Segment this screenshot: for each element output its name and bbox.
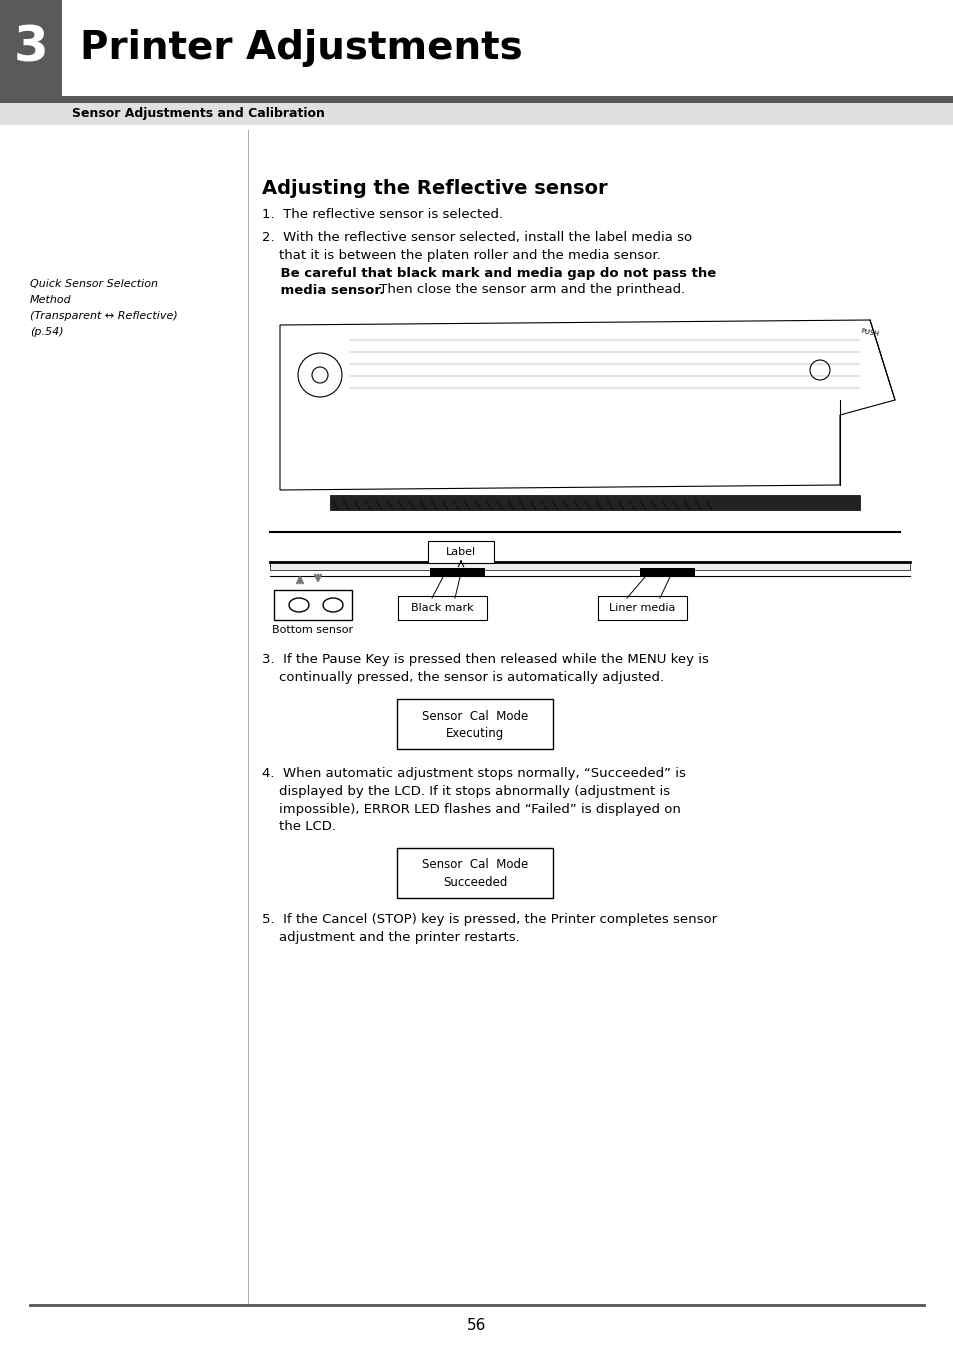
Bar [0,96,953,102]
Bar [270,562,909,570]
Text: adjustment and the printer restarts.: adjustment and the printer restarts. [262,931,519,945]
Text: Bottom sensor: Bottom sensor [273,625,354,635]
Text: Quick Sensor Selection: Quick Sensor Selection [30,279,158,288]
Text: 3: 3 [13,24,49,71]
Text: Sensor  Cal  Mode: Sensor Cal Mode [421,709,528,723]
Text: 4.  When automatic adjustment stops normally, “Succeeded” is: 4. When automatic adjustment stops norma… [262,767,685,779]
Text: Liner media: Liner media [608,603,675,613]
FancyBboxPatch shape [598,596,686,620]
Bar [0,0,62,96]
Text: 3.  If the Pause Key is pressed then released while the MENU key is: 3. If the Pause Key is pressed then rele… [262,654,708,666]
Bar [430,568,484,576]
Bar [270,562,909,568]
Text: Then close the sensor arm and the printhead.: Then close the sensor arm and the printh… [375,283,684,297]
Text: 2.  With the reflective sensor selected, install the label media so: 2. With the reflective sensor selected, … [262,231,691,244]
FancyBboxPatch shape [397,596,486,620]
Text: Black mark: Black mark [410,603,473,613]
Text: Executing: Executing [445,728,503,740]
Text: 56: 56 [467,1318,486,1333]
Text: Printer Adjustments: Printer Adjustments [80,30,522,67]
Text: Adjusting the Reflective sensor: Adjusting the Reflective sensor [262,178,607,198]
Text: Method: Method [30,295,71,305]
Text: (Transparent ↔ Reflective): (Transparent ↔ Reflective) [30,311,177,321]
FancyBboxPatch shape [396,848,553,898]
Bar [274,590,352,620]
Text: PUSH: PUSH [860,329,879,337]
Text: 5.  If the Cancel (STOP) key is pressed, the Printer completes sensor: 5. If the Cancel (STOP) key is pressed, … [262,914,717,926]
Text: Label: Label [445,547,476,557]
Ellipse shape [323,599,343,612]
Text: Sensor Adjustments and Calibration: Sensor Adjustments and Calibration [71,108,325,120]
Text: Be careful that black mark and media gap do not pass the: Be careful that black mark and media gap… [262,267,716,279]
Text: that it is between the platen roller and the media sensor.: that it is between the platen roller and… [262,248,660,262]
Ellipse shape [289,599,309,612]
FancyBboxPatch shape [428,541,494,563]
Text: impossible), ERROR LED flashes and “Failed” is displayed on: impossible), ERROR LED flashes and “Fail… [262,802,680,816]
Bar [330,495,859,510]
Text: 1.  The reflective sensor is selected.: 1. The reflective sensor is selected. [262,209,502,221]
Text: the LCD.: the LCD. [262,821,335,833]
Bar [639,568,695,576]
Text: displayed by the LCD. If it stops abnormally (adjustment is: displayed by the LCD. If it stops abnorm… [262,785,669,798]
FancyBboxPatch shape [396,700,553,749]
Text: Sensor  Cal  Mode: Sensor Cal Mode [421,859,528,872]
Text: Succeeded: Succeeded [442,876,507,890]
Text: continually pressed, the sensor is automatically adjusted.: continually pressed, the sensor is autom… [262,671,663,685]
Text: (p.54): (p.54) [30,328,64,337]
Text: media sensor.: media sensor. [262,283,384,297]
Bar [0,102,953,125]
